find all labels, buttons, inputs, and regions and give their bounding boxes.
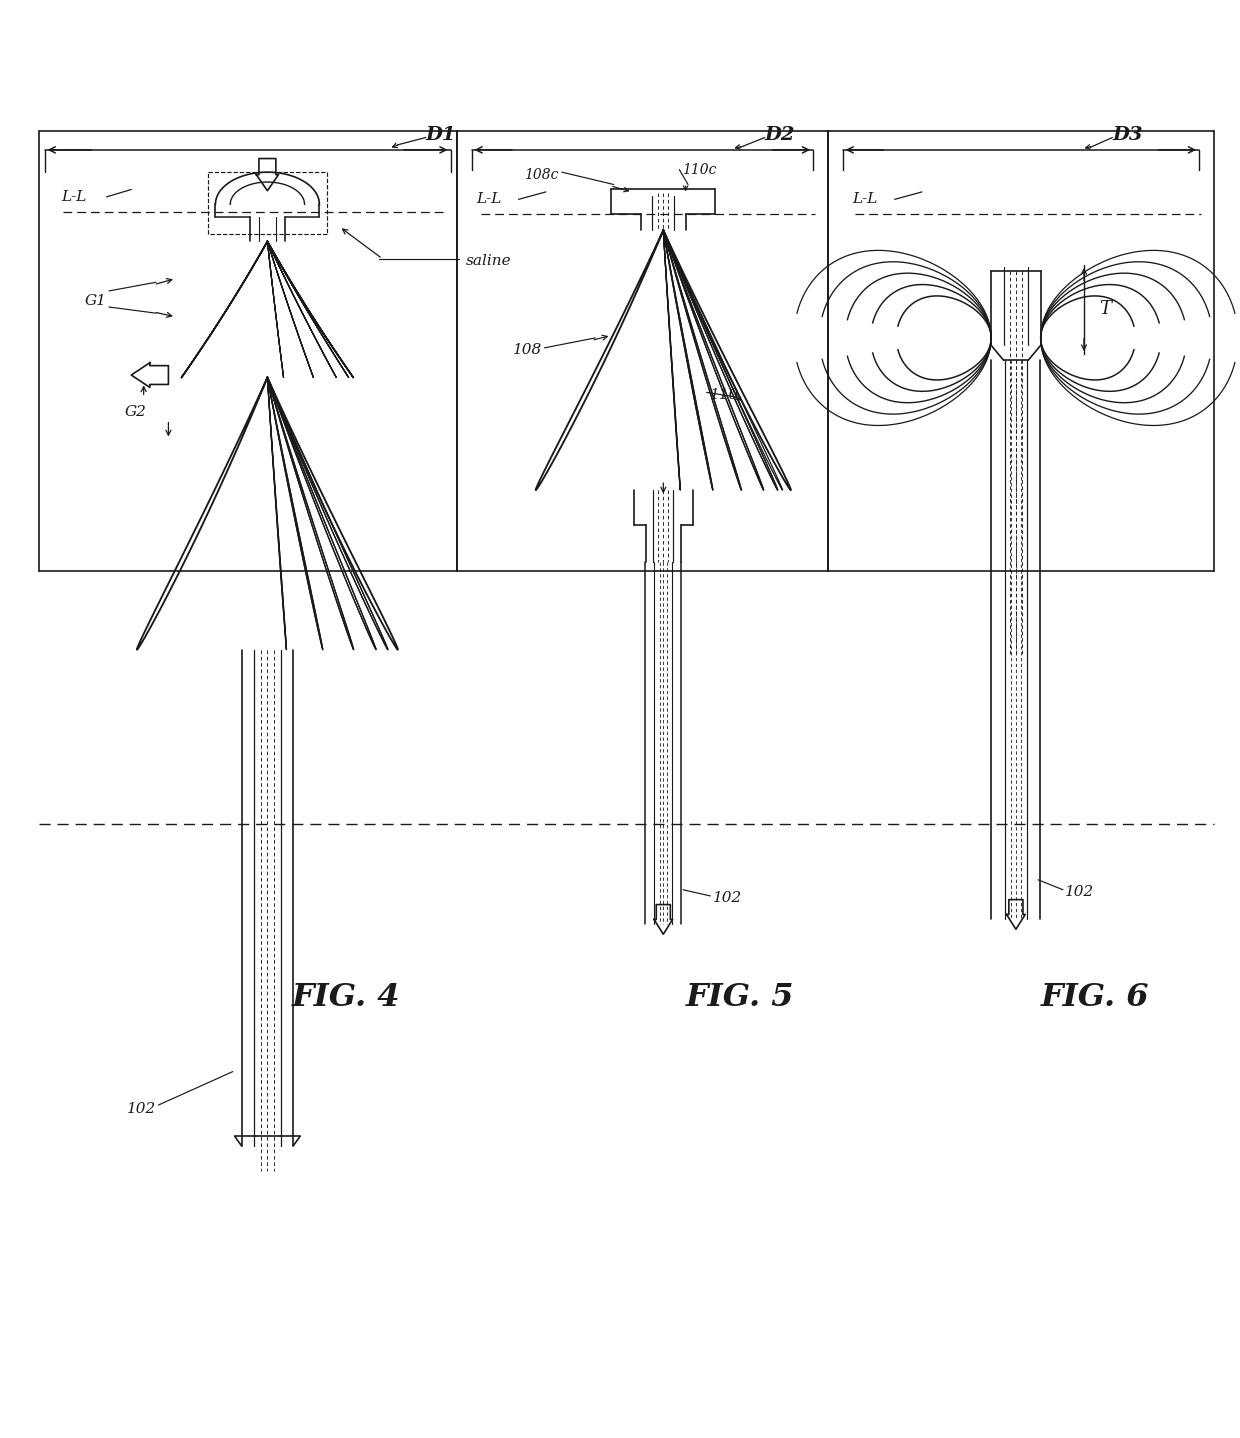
Text: D3: D3: [1112, 127, 1143, 144]
Text: saline: saline: [465, 255, 511, 269]
Text: 110: 110: [711, 388, 739, 401]
Text: L-L: L-L: [853, 193, 878, 207]
Text: D1: D1: [425, 127, 456, 144]
Text: G2: G2: [125, 406, 148, 418]
Text: T: T: [1099, 301, 1111, 318]
Text: G1: G1: [84, 293, 107, 308]
Text: L-L: L-L: [476, 193, 502, 207]
Text: 102: 102: [126, 1102, 156, 1116]
Text: 108c: 108c: [523, 168, 558, 181]
Text: 110c: 110c: [682, 162, 717, 177]
Text: 102: 102: [713, 892, 742, 906]
Text: 102: 102: [1065, 886, 1095, 899]
Text: FIG. 5: FIG. 5: [686, 982, 794, 1012]
Text: L-L: L-L: [61, 190, 86, 204]
Text: FIG. 6: FIG. 6: [1040, 982, 1149, 1012]
Text: 108: 108: [513, 344, 542, 357]
Text: FIG. 4: FIG. 4: [293, 982, 401, 1012]
Text: D2: D2: [765, 127, 795, 144]
